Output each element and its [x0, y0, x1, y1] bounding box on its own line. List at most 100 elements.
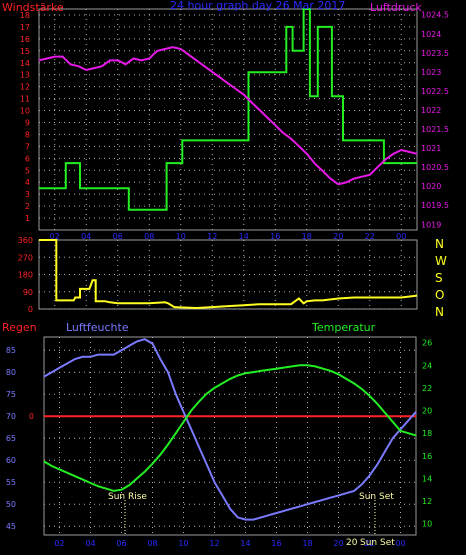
pressure-tick-1019: 1019: [421, 220, 441, 229]
wp-x-tick-12: 12: [207, 232, 217, 241]
ht-x-tick-20: 20: [333, 539, 343, 548]
temperature-tick-16: 16: [422, 452, 432, 461]
wp-x-tick-18: 18: [302, 232, 312, 241]
humidity-tick-65: 65: [6, 434, 16, 443]
wind-strength-tick-15: 15: [20, 47, 30, 56]
wind-strength-tick-14: 14: [20, 59, 30, 68]
sun-set-hour-label: 20: [346, 538, 358, 548]
humidity-tick-85: 85: [6, 346, 16, 355]
humidity-tick-60: 60: [6, 456, 16, 465]
ht-x-tick-18: 18: [302, 539, 312, 548]
pressure-tick-1022: 1022: [421, 106, 441, 115]
compass-label-3: O: [435, 288, 444, 302]
temperature-tick-22: 22: [422, 384, 432, 393]
wp-x-tick-10: 10: [176, 232, 186, 241]
wp-x-tick-00: 00: [396, 232, 406, 241]
ht-x-tick-22: 22: [364, 539, 374, 548]
pressure-tick-1022.5: 1022.5: [421, 87, 449, 96]
compass-label-0: N: [435, 237, 444, 251]
wind-strength-tick-9: 9: [25, 118, 30, 127]
humidity-tick-50: 50: [6, 500, 16, 509]
humidity-temperature-frame: [43, 336, 417, 536]
pressure-tick-1021: 1021: [421, 144, 441, 153]
ht-x-tick-08: 08: [147, 539, 157, 548]
wind-strength-tick-18: 18: [20, 11, 30, 20]
wp-x-tick-04: 04: [81, 232, 91, 241]
wind-direction-tick-0: 0: [28, 305, 33, 314]
wp-x-tick-22: 22: [365, 232, 375, 241]
temperature-tick-24: 24: [422, 361, 432, 370]
temperature-axis: 10 12 14 16 18 20 22 24 26: [422, 339, 432, 529]
pressure-tick-1019.5: 1019.5: [421, 201, 449, 210]
rain-label: Regen: [2, 321, 37, 334]
wind-direction-tick-180: 180: [18, 271, 33, 280]
wp-x-tick-02: 02: [50, 232, 60, 241]
humidity-label: Luftfeuchte: [66, 321, 129, 334]
wind-strength-tick-7: 7: [25, 142, 30, 151]
pressure-label: Luftdruck: [370, 1, 422, 14]
temperature-tick-26: 26: [422, 339, 432, 348]
wind-direction-line: [39, 239, 418, 310]
pressure-tick-1023: 1023: [421, 68, 441, 77]
temperature-tick-10: 10: [422, 520, 432, 529]
wind-strength-line: [39, 8, 417, 211]
ht-x-tick-14: 14: [240, 539, 250, 548]
temperature-line: [43, 364, 417, 492]
temperature-tick-12: 12: [422, 497, 432, 506]
humidity-temperature-panel: 45 50 55 60 65 70 75 80 85 0 10 12 14 16 18 20 22 24 26 0…: [2, 321, 432, 548]
humidity-temperature-x-axis: 02 04 06 08 10 12 14 16 18 20 22 00: [54, 539, 405, 548]
wind-pressure-series: [38, 8, 418, 211]
ht-x-tick-06: 06: [116, 539, 126, 548]
pressure-axis: 1019 1019.5 1020 1020.5 1021 1021.5 1022 1022.5…: [421, 11, 449, 230]
humidity-tick-45: 45: [6, 522, 16, 531]
ht-x-tick-12: 12: [209, 539, 219, 548]
wind-strength-tick-6: 6: [25, 154, 30, 163]
wind-strength-tick-5: 5: [25, 166, 30, 175]
compass-label-2: S: [435, 271, 443, 285]
wp-x-tick-08: 08: [144, 232, 154, 241]
wind-strength-tick-16: 16: [20, 35, 30, 44]
wind-strength-tick-1: 1: [25, 214, 30, 223]
wind-strength-tick-12: 12: [20, 83, 30, 92]
wind-pressure-x-axis: 02 04 06 08 10 12 14 16 18 20 22 00: [50, 232, 407, 241]
wind-strength-tick-17: 17: [20, 23, 30, 32]
ht-x-tick-10: 10: [178, 539, 188, 548]
wind-strength-tick-10: 10: [20, 107, 30, 116]
ht-x-tick-16: 16: [271, 539, 281, 548]
ht-x-tick-04: 04: [85, 539, 95, 548]
pressure-tick-1020: 1020: [421, 182, 441, 191]
sun-rise-label: Sun Rise: [108, 492, 147, 502]
wind-strength-tick-8: 8: [25, 130, 30, 139]
humidity-tick-75: 75: [6, 390, 16, 399]
wind-pressure-grid: [39, 9, 417, 230]
wind-strength-tick-4: 4: [25, 178, 30, 187]
wp-x-tick-20: 20: [333, 232, 343, 241]
wp-x-tick-16: 16: [270, 232, 280, 241]
wind-direction-tick-270: 270: [18, 253, 33, 262]
humidity-tick-70: 70: [6, 412, 16, 421]
wind-pressure-frame: [38, 8, 418, 231]
wind-strength-tick-13: 13: [20, 71, 30, 80]
sun-set-label: Sun Set: [359, 492, 394, 502]
wind-direction-tick-90: 90: [23, 288, 33, 297]
humidity-tick-55: 55: [6, 478, 16, 487]
humidity-axis: 45 50 55 60 65 70 75 80 85 0: [6, 346, 34, 531]
wind-direction-series: [39, 239, 418, 310]
wind-strength-tick-2: 2: [25, 202, 30, 211]
temperature-tick-20: 20: [422, 407, 432, 416]
pressure-tick-1020.5: 1020.5: [421, 163, 449, 172]
pressure-tick-1023.5: 1023.5: [421, 49, 449, 58]
rain-tick-0: 0: [29, 412, 34, 421]
wind-direction-tick-360: 360: [18, 236, 33, 245]
wp-x-tick-06: 06: [113, 232, 123, 241]
wind-strength-tick-11: 11: [20, 95, 30, 104]
wind-direction-axis: 0 90 180 270 360: [18, 236, 33, 314]
pressure-tick-1024: 1024: [421, 30, 441, 39]
compass-label-1: W: [435, 254, 447, 268]
humidity-temperature-series: [43, 338, 417, 521]
ht-x-tick-02: 02: [54, 539, 64, 548]
